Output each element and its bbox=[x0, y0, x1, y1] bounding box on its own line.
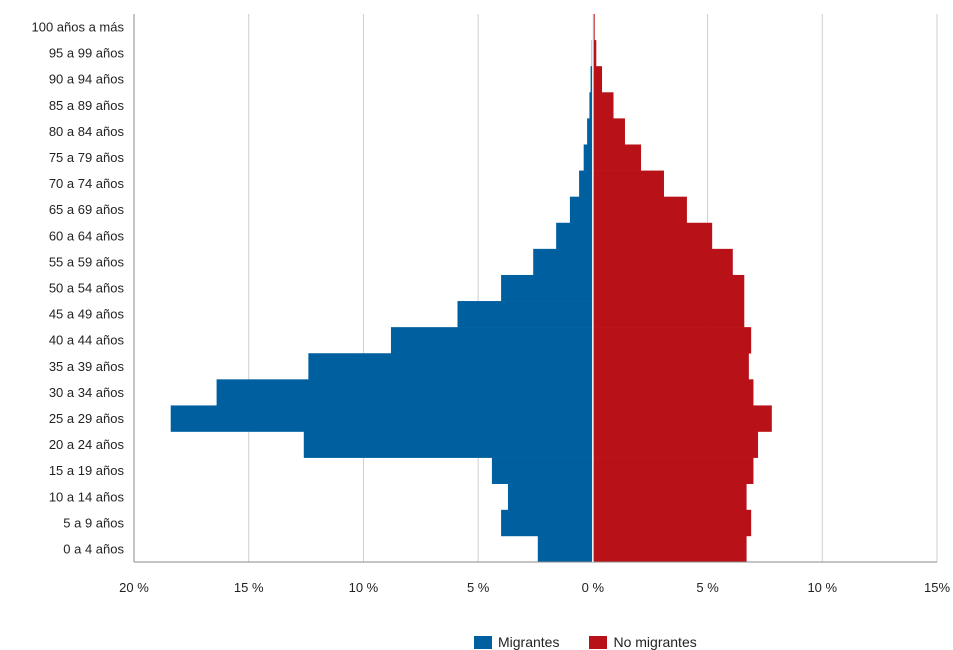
bars bbox=[170, 14, 772, 563]
legend: Migrantes No migrantes bbox=[474, 634, 697, 650]
bar-no-migrantes bbox=[592, 196, 687, 224]
bar-migrantes bbox=[556, 222, 593, 250]
legend-label-no-migrantes: No migrantes bbox=[613, 634, 697, 650]
x-tick-label: 15% bbox=[924, 580, 950, 595]
bar-migrantes bbox=[170, 405, 593, 432]
category-label: 55 a 59 años bbox=[49, 254, 125, 269]
bar-no-migrantes bbox=[592, 535, 747, 563]
bar-migrantes bbox=[501, 509, 593, 537]
x-tick-label: 15 % bbox=[234, 580, 264, 595]
category-label: 90 a 94 años bbox=[49, 72, 125, 87]
x-tick-label: 10 % bbox=[349, 580, 379, 595]
bar-migrantes bbox=[537, 535, 593, 563]
category-label: 10 a 14 años bbox=[49, 489, 125, 504]
bar-no-migrantes bbox=[592, 405, 772, 432]
bar-no-migrantes bbox=[592, 92, 614, 119]
category-label: 40 a 44 años bbox=[49, 333, 125, 348]
category-label: 30 a 34 años bbox=[49, 385, 125, 400]
bar-migrantes bbox=[501, 274, 593, 302]
category-label: 60 a 64 años bbox=[49, 228, 125, 243]
x-tick-label: 20 % bbox=[119, 580, 149, 595]
category-label: 20 a 24 años bbox=[49, 437, 125, 452]
bar-no-migrantes bbox=[592, 301, 745, 328]
bar-migrantes bbox=[308, 353, 593, 380]
category-label: 5 a 9 años bbox=[63, 515, 124, 530]
bar-migrantes bbox=[491, 457, 593, 485]
bar-no-migrantes bbox=[592, 66, 603, 93]
bar-no-migrantes bbox=[592, 170, 664, 197]
legend-item-migrantes: Migrantes bbox=[474, 634, 559, 650]
bar-migrantes bbox=[533, 248, 593, 276]
axes bbox=[133, 14, 937, 563]
bar-migrantes bbox=[587, 118, 593, 145]
bar-no-migrantes bbox=[592, 144, 642, 171]
bar-no-migrantes bbox=[592, 379, 754, 406]
bar-migrantes bbox=[590, 66, 593, 93]
legend-swatch-migrantes bbox=[474, 635, 492, 649]
bar-no-migrantes bbox=[592, 483, 747, 511]
category-label: 85 a 89 años bbox=[49, 98, 125, 113]
x-tick-label: 5 % bbox=[696, 580, 719, 595]
category-label: 65 a 69 años bbox=[49, 202, 125, 217]
bar-migrantes bbox=[457, 301, 593, 328]
bar-no-migrantes bbox=[592, 40, 597, 67]
bar-migrantes bbox=[390, 327, 593, 354]
category-label: 50 a 54 años bbox=[49, 281, 125, 296]
x-tick-label: 0 % bbox=[582, 580, 605, 595]
bar-migrantes bbox=[569, 196, 593, 224]
category-label: 35 a 39 años bbox=[49, 359, 125, 374]
bar-migrantes bbox=[583, 144, 593, 171]
bar-migrantes bbox=[303, 431, 593, 458]
bar-no-migrantes bbox=[592, 327, 752, 354]
category-label: 100 años a más bbox=[31, 20, 124, 35]
bar-no-migrantes bbox=[592, 509, 752, 537]
category-label: 0 a 4 años bbox=[63, 541, 124, 556]
bar-no-migrantes bbox=[592, 431, 759, 458]
bar-migrantes bbox=[507, 483, 593, 511]
category-label: 80 a 84 años bbox=[49, 124, 125, 139]
legend-item-no-migrantes: No migrantes bbox=[589, 634, 697, 650]
bar-no-migrantes bbox=[592, 457, 754, 485]
category-labels: 0 a 4 años 5 a 9 años 10 a 14 años 15 a 19 … bbox=[31, 20, 124, 557]
x-tick-label: 10 % bbox=[807, 580, 837, 595]
x-tick-labels: 20 % 15 % 10 % 5 % 0 % 5 % 10 % 15% bbox=[119, 580, 950, 595]
category-label: 25 a 29 años bbox=[49, 411, 125, 426]
legend-swatch-no-migrantes bbox=[589, 635, 608, 649]
bar-no-migrantes bbox=[592, 118, 625, 145]
category-label: 95 a 99 años bbox=[49, 46, 125, 61]
legend-label-migrantes: Migrantes bbox=[498, 634, 560, 650]
bar-no-migrantes bbox=[592, 274, 745, 302]
x-tick-label: 5 % bbox=[467, 580, 490, 595]
bar-no-migrantes bbox=[592, 248, 733, 276]
bar-migrantes bbox=[589, 92, 593, 119]
bar-migrantes bbox=[579, 170, 593, 197]
bar-no-migrantes bbox=[592, 222, 713, 250]
category-label: 70 a 74 años bbox=[49, 176, 125, 191]
bar-no-migrantes bbox=[592, 14, 595, 41]
category-label: 45 a 49 años bbox=[49, 307, 125, 322]
bar-migrantes bbox=[216, 379, 593, 406]
bar-no-migrantes bbox=[592, 353, 749, 380]
category-label: 15 a 19 años bbox=[49, 463, 125, 478]
category-label: 75 a 79 años bbox=[49, 150, 125, 165]
